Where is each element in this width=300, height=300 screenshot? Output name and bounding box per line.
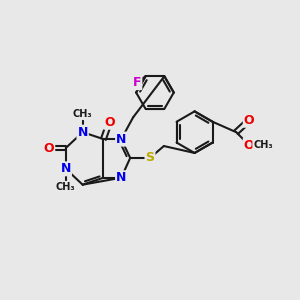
Text: F: F bbox=[133, 76, 141, 89]
Text: N: N bbox=[116, 171, 127, 184]
Text: N: N bbox=[61, 162, 71, 175]
Text: CH₃: CH₃ bbox=[253, 140, 273, 150]
Text: O: O bbox=[244, 139, 254, 152]
Text: O: O bbox=[104, 116, 115, 129]
Text: S: S bbox=[146, 152, 154, 164]
Text: O: O bbox=[44, 142, 54, 154]
Text: N: N bbox=[116, 133, 127, 146]
Text: CH₃: CH₃ bbox=[73, 109, 92, 119]
Text: CH₃: CH₃ bbox=[56, 182, 76, 192]
Text: N: N bbox=[77, 126, 88, 139]
Text: O: O bbox=[244, 114, 254, 127]
